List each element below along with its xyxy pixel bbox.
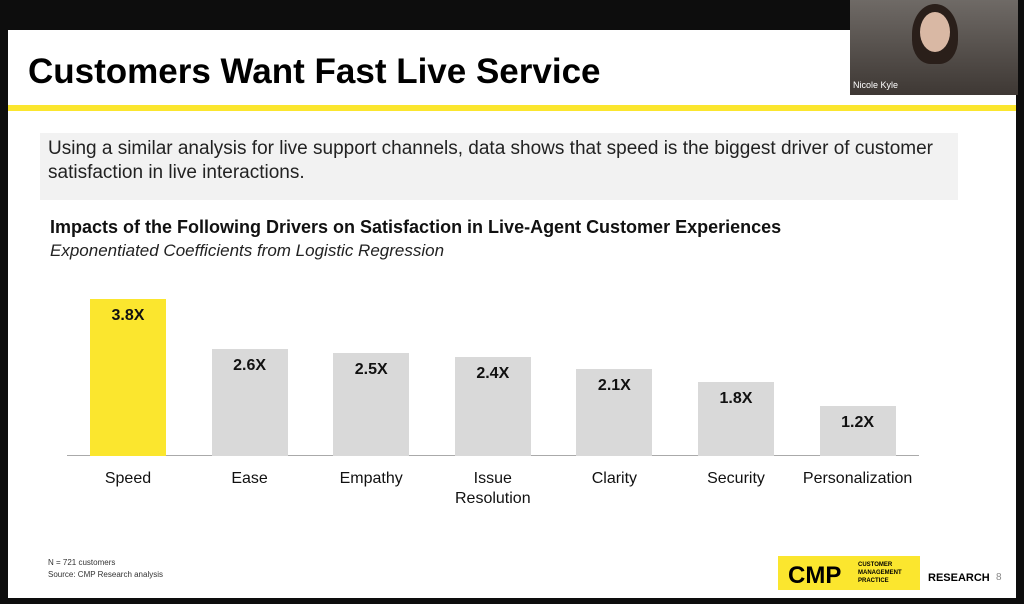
x-tick-label: Security [707, 470, 765, 487]
x-tick-label: Clarity [591, 470, 638, 487]
logo: CMP CUSTOMER MANAGEMENT PRACTICE [778, 556, 920, 590]
value-label: 3.8X [111, 307, 145, 325]
bar [576, 369, 653, 456]
slide: Customers Want Fast Live Service Using a… [8, 30, 1016, 598]
footnote: N = 721 customers [48, 558, 116, 567]
logo-mark: CMP [788, 562, 842, 589]
footnote: Source: CMP Research analysis [48, 570, 164, 579]
participant-name: Nicole Kyle [853, 80, 899, 90]
value-label: 2.1X [597, 377, 631, 395]
intro-box: Using a similar analysis for live suppor… [40, 133, 958, 200]
bar [90, 299, 166, 456]
bar [454, 356, 531, 456]
x-tick-label: Personalization [802, 470, 913, 487]
value-label: 1.8X [719, 389, 753, 407]
logo-division: RESEARCH [928, 572, 990, 584]
chart-title: Impacts of the Following Drivers on Sati… [50, 217, 782, 237]
x-tick-label: Ease [231, 470, 268, 487]
page-number: 8 [996, 572, 1002, 583]
bar [819, 406, 896, 456]
value-label: 2.6X [233, 356, 267, 374]
bar [211, 348, 288, 456]
bar [333, 352, 410, 456]
video-tile: Nicole Kyle [850, 0, 1018, 95]
x-tick-label: Issue Resolution [454, 470, 531, 507]
bar [698, 381, 774, 456]
slide-title: Customers Want Fast Live Service [28, 52, 601, 91]
value-label: 1.2X [841, 414, 875, 432]
value-label: 2.5X [354, 360, 388, 378]
x-tick-label: Empathy [339, 470, 403, 487]
chart: 3.8X Speed 2.6X Ease 2.5X Empathy 2.4X Issue Re… [8, 30, 1016, 598]
chart-subtitle: Exponentiated Coefficients from Logistic… [50, 241, 445, 260]
title-rule [8, 105, 1016, 111]
logo-name: CUSTOMER MANAGEMENT PRACTICE [858, 562, 902, 584]
participant-face [920, 12, 950, 52]
value-label: 2.4X [476, 364, 510, 382]
x-tick-label: Speed [104, 470, 152, 487]
